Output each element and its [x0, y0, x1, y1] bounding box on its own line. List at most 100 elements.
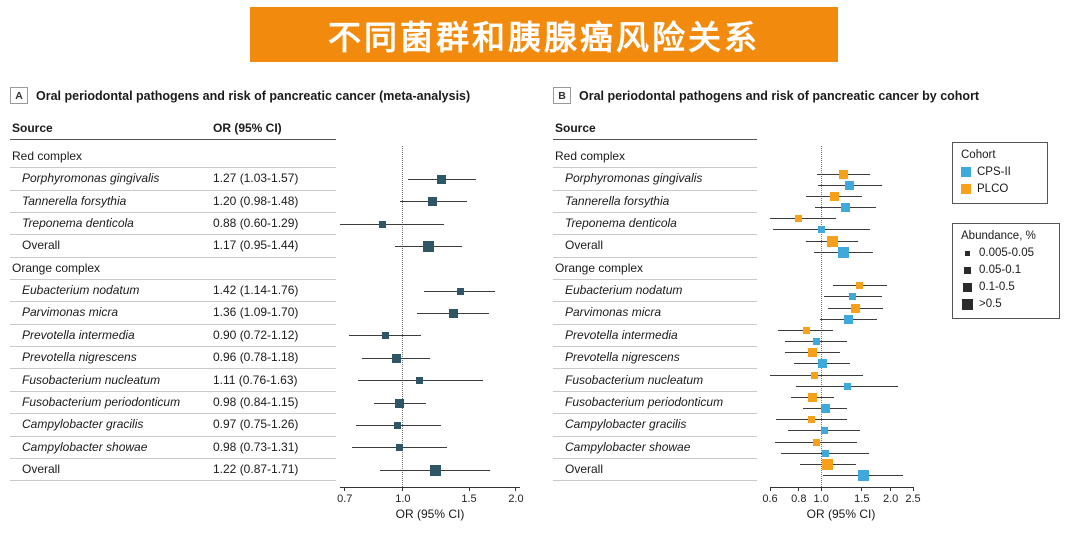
or-marker-cps-ii	[821, 449, 829, 457]
abundance-swatch-4-icon	[961, 298, 973, 310]
or-marker	[429, 464, 441, 476]
ci-whisker	[340, 223, 445, 225]
table-row: Treponema denticola	[553, 213, 757, 236]
source-label: Overall	[22, 238, 61, 253]
table-row: Prevotella nigrescens 0.96 (0.78-1.18)	[10, 347, 336, 370]
abundance-3-label: 0.1-0.5	[979, 281, 1015, 293]
source-label: Overall	[565, 238, 604, 253]
or-marker-plco	[829, 191, 839, 201]
cohort-legend-title: Cohort	[961, 149, 996, 161]
abundance-4-label: >0.5	[979, 298, 1002, 310]
source-label: Fusobacterium nucleatum	[565, 372, 704, 387]
plco-label: PLCO	[977, 183, 1009, 195]
or-marker-cps-ii	[843, 314, 853, 324]
or-marker-plco	[808, 416, 816, 424]
legend-item-abundance-2: 0.05-0.1	[961, 264, 1051, 276]
or-marker	[416, 377, 424, 385]
abundance-swatch-3-icon	[961, 281, 973, 293]
plco-swatch-icon	[961, 184, 971, 194]
panel-a-table: Red complex Porphyromonas gingivalis 1.27 …	[10, 146, 336, 482]
abundance-2-label: 0.05-0.1	[979, 264, 1022, 276]
or-marker-cps-ii	[812, 337, 820, 345]
axis-tick	[820, 487, 822, 491]
axis-tick	[798, 487, 800, 491]
or-marker-plco	[811, 371, 819, 379]
panel-b-header-rule	[553, 139, 757, 140]
or-marker-plco	[827, 235, 839, 247]
or-marker-plco	[808, 393, 818, 403]
or-marker-cps-ii	[838, 246, 850, 258]
or-value: 0.98 (0.84-1.15)	[213, 394, 299, 409]
or-value: 1.17 (0.95-1.44)	[213, 238, 299, 253]
source-label: Treponema denticola	[565, 216, 677, 231]
or-marker	[428, 197, 438, 207]
or-marker-plco	[808, 348, 818, 358]
ci-whisker	[770, 218, 837, 220]
legend-item-abundance-1: 0.005-0.05	[961, 247, 1051, 259]
axis-tick-label: 1.5	[461, 493, 477, 505]
or-marker-plco	[839, 169, 849, 179]
x-axis-line	[340, 487, 520, 488]
table-row: Overall	[553, 459, 757, 482]
table-row: Eubacterium nodatum 1.42 (1.14-1.76)	[10, 280, 336, 303]
abundance-swatch-1-icon	[961, 247, 973, 259]
or-value: 1.20 (0.98-1.48)	[213, 193, 299, 208]
axis-tick-label: 1.5	[854, 493, 870, 505]
panel-b-x-axis-label: OR (95% CI)	[806, 507, 876, 521]
source-label: Red complex	[12, 149, 83, 163]
or-marker	[448, 309, 458, 319]
axis-tick-label: 0.6	[762, 493, 778, 505]
table-row: Eubacterium nodatum	[553, 280, 757, 303]
or-marker-plco	[856, 282, 864, 290]
source-label: Treponema denticola	[22, 216, 134, 231]
source-label: Orange complex	[12, 260, 101, 275]
axis-tick-label: 1.0	[813, 493, 829, 505]
cpsii-swatch-icon	[961, 167, 971, 177]
table-row: Prevotella intermedia	[553, 325, 757, 348]
source-label: Campylobacter gracilis	[565, 417, 687, 432]
abundance-legend: Abundance, % 0.005-0.05 0.05-0.1 0.1-0.5…	[952, 223, 1060, 319]
abundance-legend-title: Abundance, %	[961, 230, 1036, 242]
or-marker	[394, 421, 402, 429]
or-marker	[391, 353, 401, 363]
legend-item-abundance-4: >0.5	[961, 298, 1051, 310]
table-row: Fusobacterium periodonticum 0.98 (0.84-1.…	[10, 392, 336, 415]
group-header-row: Red complex	[553, 146, 757, 169]
panel-b-table: Red complex Porphyromonas gingivalis Tanne…	[553, 146, 757, 482]
panel-a-or-colhead: OR (95% CI)	[213, 121, 282, 135]
table-row: Prevotella intermedia 0.90 (0.72-1.12)	[10, 325, 336, 348]
or-marker-plco	[851, 303, 861, 313]
source-label: Prevotella intermedia	[22, 327, 135, 342]
panel-b-title: Oral periodontal pathogens and risk of p…	[579, 88, 980, 103]
axis-tick-label: 1.0	[395, 493, 411, 505]
source-label: Fusobacterium nucleatum	[22, 372, 161, 387]
panel-a-tag: A	[10, 87, 28, 104]
or-marker-cps-ii	[820, 427, 828, 435]
axis-tick	[912, 487, 914, 491]
table-row: Campylobacter gracilis	[553, 414, 757, 437]
source-label: Fusobacterium periodonticum	[565, 394, 724, 409]
axis-tick-label: 2.0	[882, 493, 899, 505]
legend-item-plco: PLCO	[961, 183, 1039, 195]
or-marker	[423, 241, 435, 253]
banner: 不同菌群和胰腺癌风险关系	[250, 7, 838, 62]
panel-a-header: A Oral periodontal pathogens and risk of…	[10, 87, 470, 104]
table-row: Overall	[553, 235, 757, 258]
abundance-swatch-2-icon	[961, 264, 973, 276]
axis-tick-label: 2.0	[508, 493, 524, 505]
source-label: Orange complex	[555, 260, 644, 275]
table-row: Overall 1.17 (0.95-1.44)	[10, 235, 336, 258]
source-label: Eubacterium nodatum	[22, 283, 140, 298]
axis-tick	[344, 487, 346, 491]
axis-tick	[769, 487, 771, 491]
or-marker	[378, 220, 386, 228]
reference-line	[402, 146, 404, 487]
or-marker	[395, 398, 405, 408]
source-label: Campylobacter showae	[22, 439, 148, 454]
source-label: Prevotella nigrescens	[565, 350, 680, 365]
panel-b-source-colhead: Source	[555, 121, 596, 135]
or-value: 0.96 (0.78-1.18)	[213, 350, 299, 365]
table-row: Campylobacter showae 0.98 (0.73-1.31)	[10, 437, 336, 459]
panel-a-title: Oral periodontal pathogens and risk of p…	[36, 88, 471, 103]
or-marker-cps-ii	[843, 382, 851, 390]
